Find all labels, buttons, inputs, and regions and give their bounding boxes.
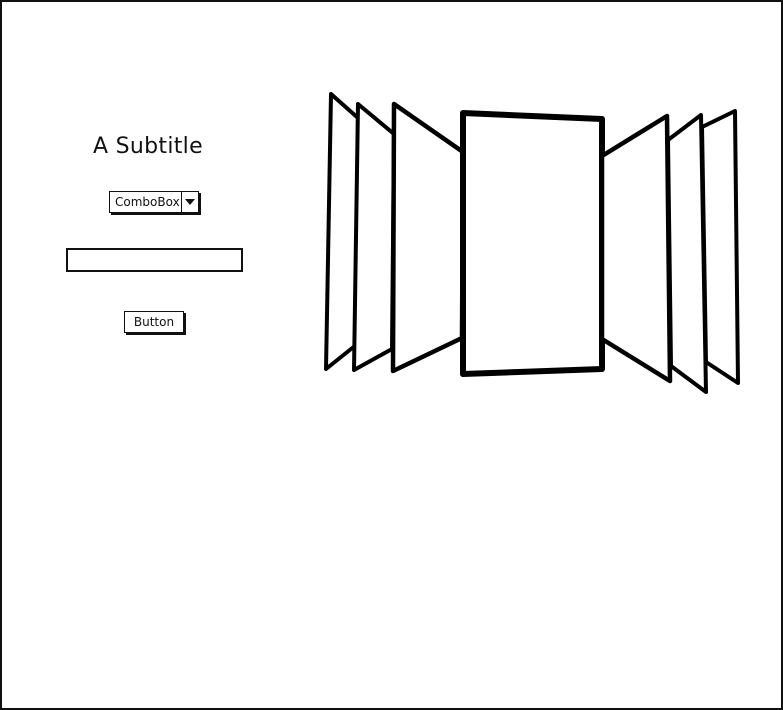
- cover-flow-item[interactable]: [390, 101, 466, 374]
- button[interactable]: Button: [124, 311, 184, 333]
- cover-flow-item[interactable]: [666, 113, 708, 394]
- combobox-value: ComboBox: [115, 195, 180, 209]
- cover-flow-item[interactable]: [700, 109, 740, 385]
- combobox[interactable]: ComboBox: [109, 191, 199, 213]
- cover-flow-item[interactable]: [352, 102, 396, 372]
- text-input[interactable]: [66, 248, 243, 272]
- page-subtitle: A Subtitle: [93, 134, 203, 159]
- cover-flow-item[interactable]: [599, 113, 673, 384]
- chevron-down-icon[interactable]: [181, 192, 198, 212]
- triangle-down-icon: [185, 199, 195, 205]
- cover-flow-item-selected[interactable]: [460, 110, 605, 377]
- cover-flow[interactable]: [318, 88, 746, 398]
